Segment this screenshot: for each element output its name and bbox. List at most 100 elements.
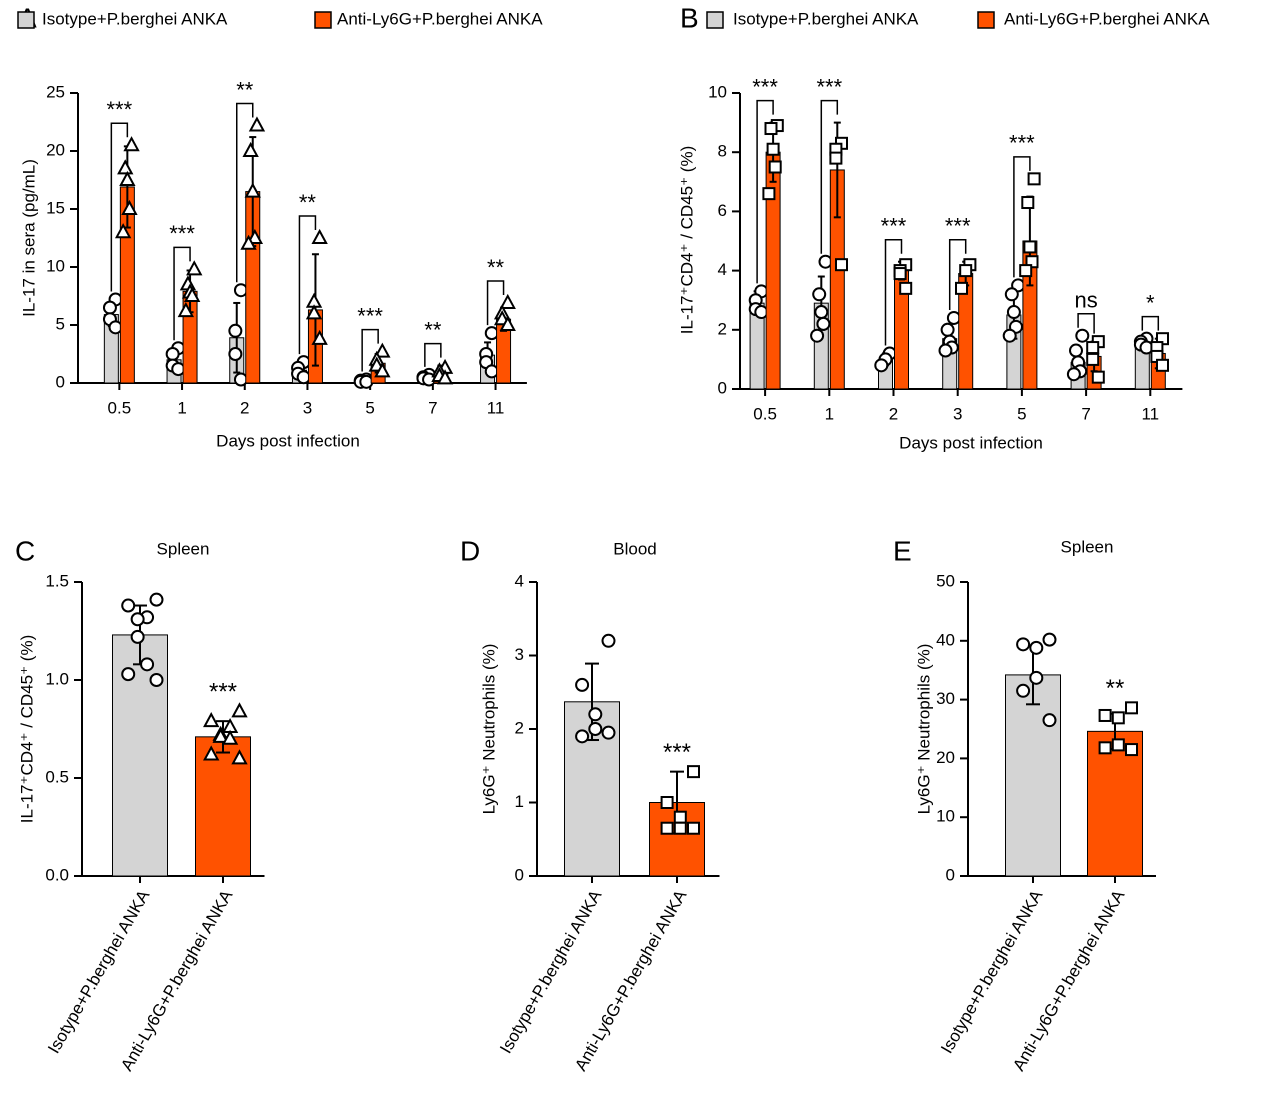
significance-bracket [173, 246, 191, 341]
x-axis-label: Days post infection [216, 431, 360, 450]
y-tick-label: 15 [46, 198, 65, 217]
legend-label: Anti-Ly6G+P.berghei ANKA [1004, 9, 1210, 28]
y-axis-label: IL-17⁺CD4⁺ / CD45⁺ (%) [677, 146, 696, 334]
data-point [687, 821, 700, 835]
data-point [248, 116, 266, 132]
significance-label: *** [209, 679, 237, 706]
significance-label: *** [357, 303, 383, 328]
significance-label: *** [881, 214, 907, 239]
significance-bracket [361, 328, 379, 372]
data-point [1111, 711, 1125, 725]
data-point [687, 765, 700, 779]
x-tick-label: 3 [953, 404, 962, 423]
y-tick-label: 0.0 [45, 865, 69, 884]
significance-label: *** [663, 739, 691, 766]
data-point [177, 301, 195, 318]
x-tick-label: 5 [1017, 404, 1026, 423]
data-point [114, 223, 132, 239]
significance-label: *** [107, 97, 133, 122]
data-point [244, 182, 261, 198]
x-tick-label: 11 [487, 398, 505, 417]
data-point [1016, 683, 1031, 698]
y-tick-label: 25 [46, 82, 65, 101]
data-point [762, 187, 776, 201]
data-point [1027, 172, 1041, 186]
data-point [660, 796, 674, 809]
data-point [117, 159, 134, 175]
y-tick-label: 4 [718, 260, 727, 279]
data-point [1006, 305, 1021, 320]
data-point [1029, 670, 1044, 685]
significance-bracket [236, 102, 254, 283]
y-tick-label: 50 [936, 571, 955, 590]
data-point [940, 322, 955, 337]
data-point [1021, 196, 1035, 210]
significance-label: *** [816, 74, 842, 99]
data-point [359, 374, 374, 389]
significance-label: ** [424, 317, 442, 342]
data-point [231, 702, 248, 718]
significance-bracket [1013, 156, 1031, 278]
data-point [203, 745, 220, 761]
y-tick-label: 30 [936, 689, 955, 708]
y-tick-label: 40 [936, 630, 955, 649]
data-point [588, 707, 603, 722]
x-tick-label: 7 [428, 398, 437, 417]
data-point [1091, 370, 1105, 384]
data-point [374, 342, 391, 358]
y-tick-label: 4 [515, 571, 524, 590]
data-point [149, 592, 164, 607]
data-point [1111, 738, 1125, 752]
significance-bracket [424, 342, 442, 367]
y-tick-label: 5 [56, 314, 65, 333]
data-point [1098, 741, 1112, 755]
data-point [311, 228, 328, 244]
data-point [203, 712, 220, 728]
data-point [221, 729, 239, 745]
y-tick-label: 0 [946, 865, 955, 884]
y-axis-label: Ly6G⁺ Neutrophils (%) [914, 644, 933, 815]
data-point [242, 141, 259, 157]
data-point [296, 370, 311, 385]
bar [1005, 674, 1061, 877]
y-tick-label: 20 [46, 140, 65, 159]
y-tick-label: 0 [718, 378, 727, 397]
data-point [1069, 343, 1083, 358]
data-point [673, 810, 687, 824]
data-point [102, 300, 117, 315]
data-point [499, 293, 516, 309]
x-tick-label: Isotype+P.berghei ANKA [496, 886, 605, 1057]
chart-title: Spleen [1061, 537, 1114, 556]
significance-bracket [1077, 312, 1095, 334]
significance-label: ** [299, 190, 317, 215]
y-tick-label: 2 [515, 718, 524, 737]
significance-label: ns [1074, 288, 1097, 313]
x-axis-label: Days post infection [899, 433, 1043, 452]
x-tick-label: 5 [365, 398, 374, 417]
data-point [1125, 743, 1138, 757]
significance-label: * [1146, 290, 1155, 315]
data-point [938, 343, 953, 358]
data-point [899, 281, 913, 295]
y-tick-label: 0.5 [45, 767, 69, 786]
data-point [1156, 358, 1169, 372]
y-tick-label: 2 [718, 319, 727, 338]
data-point [588, 722, 603, 736]
data-point [1004, 287, 1019, 302]
data-point [130, 629, 145, 644]
y-tick-label: 10 [936, 807, 955, 826]
data-point [484, 326, 499, 341]
data-point [246, 228, 264, 244]
data-point [575, 677, 590, 692]
data-point [311, 329, 328, 345]
data-point [754, 305, 769, 320]
data-point [165, 347, 180, 361]
significance-label: *** [1009, 131, 1035, 156]
significance-label: ** [487, 255, 505, 280]
data-point [1086, 352, 1100, 366]
data-point [305, 304, 323, 320]
data-point [768, 160, 782, 174]
data-point [766, 142, 780, 156]
data-point [130, 612, 145, 627]
legend-swatch [706, 11, 724, 29]
